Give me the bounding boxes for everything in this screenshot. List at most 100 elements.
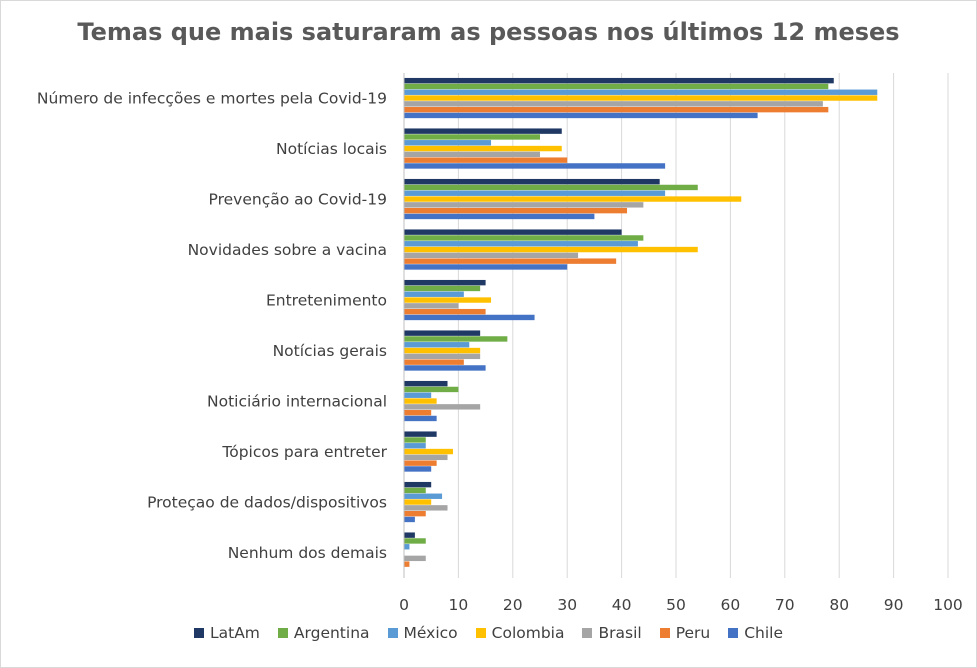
category-label: Noticiário internacional bbox=[207, 392, 387, 410]
legend-item-peru: Peru bbox=[659, 624, 711, 642]
bar-argentina-9 bbox=[404, 538, 426, 544]
bar-latam-4 bbox=[404, 279, 486, 286]
bar-chile-3 bbox=[404, 264, 568, 270]
bar-colombia-2 bbox=[404, 196, 742, 202]
category-label: Proteçao de dados/dispositivos bbox=[147, 493, 387, 511]
bar-colombia-1 bbox=[404, 145, 562, 152]
bar-méxico-2 bbox=[404, 190, 666, 196]
bar-peru-9 bbox=[404, 561, 410, 567]
bar-latam-9 bbox=[404, 532, 415, 538]
x-tick-label: 100 bbox=[933, 596, 963, 614]
bar-méxico-0 bbox=[404, 89, 878, 95]
bar-argentina-8 bbox=[404, 487, 426, 494]
bar-peru-5 bbox=[404, 359, 464, 365]
category-label: Nenhum dos demais bbox=[228, 544, 387, 562]
bar-brasil-3 bbox=[404, 252, 579, 259]
legend-item-méxico: México bbox=[387, 624, 458, 642]
bar-latam-5 bbox=[404, 330, 481, 336]
bar-latam-0 bbox=[404, 77, 834, 84]
bar-colombia-7 bbox=[404, 448, 453, 455]
bar-chile-5 bbox=[404, 365, 486, 371]
category-label: Notícias gerais bbox=[273, 342, 387, 360]
bar-chile-1 bbox=[404, 163, 666, 169]
bar-méxico-8 bbox=[404, 493, 443, 499]
legend-label: LatAm bbox=[209, 624, 260, 642]
bar-latam-2 bbox=[404, 178, 660, 185]
bar-brasil-5 bbox=[404, 353, 481, 360]
x-tick-label: 80 bbox=[829, 596, 849, 614]
legend-swatch bbox=[728, 628, 739, 638]
x-tick-label: 20 bbox=[503, 596, 523, 614]
category-label: Prevenção ao Covid-19 bbox=[209, 190, 387, 208]
legend-swatch bbox=[475, 628, 486, 638]
bar-brasil-7 bbox=[404, 454, 448, 461]
legend-label: Colombia bbox=[491, 624, 565, 642]
legend-item-colombia: Colombia bbox=[475, 624, 565, 642]
bar-peru-8 bbox=[404, 510, 426, 517]
category-label: Notícias locais bbox=[276, 140, 387, 158]
legend-item-chile: Chile bbox=[728, 624, 783, 642]
bar-argentina-0 bbox=[404, 83, 829, 90]
bar-latam-8 bbox=[404, 481, 432, 488]
bar-argentina-2 bbox=[404, 184, 698, 191]
legend-item-argentina: Argentina bbox=[277, 624, 370, 642]
bar-brasil-2 bbox=[404, 202, 644, 208]
legend-swatch bbox=[193, 628, 204, 638]
legend-label: Brasil bbox=[598, 624, 642, 642]
category-label: Tópicos para entreter bbox=[221, 443, 387, 461]
bar-méxico-5 bbox=[404, 342, 470, 348]
bar-colombia-3 bbox=[404, 246, 698, 253]
bar-chile-7 bbox=[404, 466, 432, 472]
bar-argentina-4 bbox=[404, 285, 481, 292]
bar-brasil-4 bbox=[404, 303, 459, 309]
bar-colombia-4 bbox=[404, 297, 492, 303]
bar-colombia-8 bbox=[404, 499, 432, 505]
x-tick-label: 50 bbox=[666, 596, 686, 614]
bar-argentina-6 bbox=[404, 386, 459, 393]
bar-latam-7 bbox=[404, 431, 437, 437]
bar-colombia-5 bbox=[404, 347, 481, 354]
x-tick-label: 90 bbox=[884, 596, 904, 614]
bar-méxico-6 bbox=[404, 392, 432, 398]
bar-peru-2 bbox=[404, 207, 628, 214]
bar-argentina-5 bbox=[404, 336, 508, 342]
bar-peru-1 bbox=[404, 157, 568, 163]
bar-méxico-7 bbox=[404, 443, 426, 449]
x-tick-label: 70 bbox=[775, 596, 795, 614]
legend-swatch bbox=[582, 628, 593, 638]
bar-brasil-1 bbox=[404, 151, 540, 158]
bar-brasil-6 bbox=[404, 404, 481, 410]
bar-colombia-6 bbox=[404, 398, 437, 404]
bar-latam-1 bbox=[404, 128, 562, 134]
bar-méxico-1 bbox=[404, 140, 492, 146]
bar-chile-2 bbox=[404, 213, 595, 220]
bar-peru-4 bbox=[404, 308, 486, 315]
bar-peru-0 bbox=[404, 106, 829, 113]
bar-peru-3 bbox=[404, 258, 617, 264]
bar-brasil-8 bbox=[404, 505, 448, 511]
bar-chile-6 bbox=[404, 415, 437, 422]
legend-label: Chile bbox=[744, 624, 784, 642]
x-tick-label: 0 bbox=[399, 596, 409, 614]
bar-chile-4 bbox=[404, 314, 535, 321]
legend-label: México bbox=[403, 624, 458, 642]
bar-argentina-1 bbox=[404, 134, 540, 140]
legend: LatAm Argentina México Colombia Brasil Peru Ch… bbox=[0, 624, 977, 642]
legend-swatch bbox=[277, 628, 288, 638]
category-label: Número de infecções e mortes pela Covid-… bbox=[37, 89, 387, 107]
bar-brasil-0 bbox=[404, 101, 823, 107]
legend-item-brasil: Brasil bbox=[582, 624, 642, 642]
legend-item-latam: LatAm bbox=[193, 624, 260, 642]
bar-chile-0 bbox=[404, 112, 758, 119]
bar-colombia-0 bbox=[404, 95, 878, 101]
bar-latam-6 bbox=[404, 380, 448, 387]
bar-argentina-7 bbox=[404, 437, 426, 443]
bar-méxico-4 bbox=[404, 291, 464, 297]
x-tick-label: 40 bbox=[612, 596, 632, 614]
category-label: Novidades sobre a vacina bbox=[188, 241, 387, 259]
legend-label: Peru bbox=[675, 624, 711, 642]
x-tick-label: 10 bbox=[449, 596, 469, 614]
category-label: Entretenimento bbox=[266, 291, 387, 309]
bar-argentina-3 bbox=[404, 235, 644, 241]
bar-peru-6 bbox=[404, 409, 432, 416]
